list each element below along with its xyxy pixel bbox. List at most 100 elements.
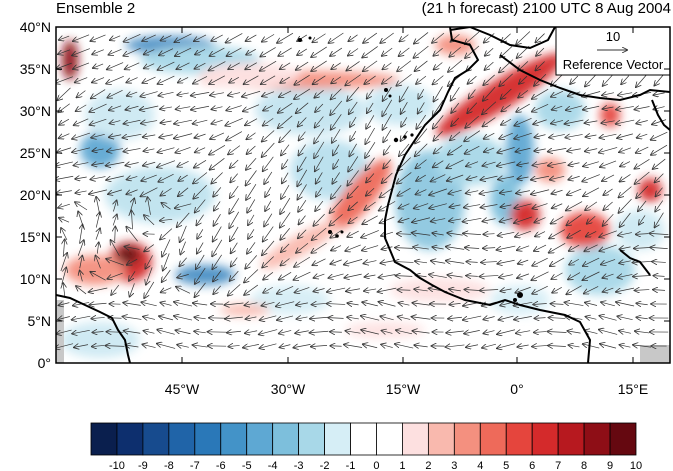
wind-vector-icon <box>603 201 613 210</box>
wind-vector-icon <box>383 86 392 101</box>
wind-vector-icon <box>586 317 597 320</box>
wind-vector-icon <box>549 243 566 252</box>
wind-vector-icon <box>384 145 391 154</box>
wind-vector-icon <box>383 129 392 142</box>
wind-vector-icon <box>432 233 444 235</box>
wind-vector-icon <box>333 144 340 156</box>
wind-vector-icon <box>282 159 289 168</box>
wind-vector-icon <box>161 287 172 293</box>
wind-vector-icon <box>484 33 495 42</box>
wind-vector-icon <box>399 143 410 156</box>
wind-vector-icon <box>514 316 532 319</box>
wind-vector-icon <box>653 158 666 169</box>
wind-vector-icon <box>180 225 187 242</box>
wind-vector-icon <box>260 315 277 320</box>
wind-vector-icon <box>362 46 378 57</box>
wind-vector-icon <box>481 262 497 263</box>
wind-vector-icon <box>482 101 497 114</box>
wind-vector-icon <box>210 47 225 56</box>
wind-vector-icon <box>636 317 648 318</box>
wind-vector-icon <box>246 317 257 319</box>
wind-vector-icon <box>80 271 83 282</box>
wind-vector-icon <box>123 148 141 151</box>
wind-vector-icon <box>92 77 105 83</box>
wind-vector-icon <box>262 142 275 157</box>
wind-vector-icon <box>515 286 531 292</box>
wind-vector-icon <box>111 284 120 295</box>
wind-vector-icon <box>566 201 583 211</box>
wind-vector-icon <box>162 239 171 256</box>
wind-vector-icon <box>263 105 274 110</box>
wind-vector-icon <box>514 216 533 223</box>
wind-vector-icon <box>263 272 274 279</box>
wind-vector-icon <box>448 145 463 154</box>
wind-vector-icon <box>517 245 530 250</box>
wind-vector-icon <box>366 115 375 128</box>
lat-label: 0° <box>38 355 51 371</box>
wind-vector-icon <box>294 88 311 99</box>
wind-vector-icon <box>58 87 71 100</box>
wind-vector-icon <box>638 200 647 211</box>
wind-vector-icon <box>412 331 430 333</box>
wind-vector-icon <box>380 216 395 223</box>
wind-vector-icon <box>91 89 106 99</box>
wind-vector-icon <box>209 61 226 71</box>
wind-vector-icon <box>367 89 374 98</box>
wind-vector-icon <box>618 93 633 96</box>
colorbar-box <box>427 422 455 456</box>
wind-vector-icon <box>382 247 393 250</box>
wind-vector-icon <box>315 116 324 128</box>
wind-vector-icon <box>61 228 68 241</box>
wind-vector-icon <box>125 163 139 166</box>
wind-vector-icon <box>414 45 429 58</box>
wind-vector-icon <box>621 75 630 85</box>
wind-vector-icon <box>282 172 289 184</box>
wind-vector-icon <box>451 117 460 126</box>
wind-vector-icon <box>449 219 461 221</box>
wind-vector-icon <box>497 147 515 152</box>
wind-vector-icon <box>141 187 158 197</box>
wind-vector-icon <box>228 62 240 69</box>
lon-label: 15°E <box>618 381 649 397</box>
wind-vector-icon <box>196 214 204 226</box>
colorbar-box <box>583 422 611 456</box>
wind-vector-icon <box>106 175 124 180</box>
panel-title-left: Ensemble 2 <box>56 0 136 17</box>
wind-vector-icon <box>63 283 65 297</box>
wind-vector-icon <box>362 302 378 307</box>
wind-vector-icon <box>330 332 342 333</box>
wind-vector-icon <box>72 330 90 333</box>
wind-vector-icon <box>174 302 193 307</box>
wind-vector-icon <box>260 343 277 348</box>
wind-vector-icon <box>534 244 547 251</box>
wind-vector-icon <box>123 303 141 306</box>
wind-vector-icon <box>107 272 123 279</box>
wind-vector-icon <box>515 230 532 237</box>
wind-vector-icon <box>480 275 499 276</box>
wind-vector-icon <box>327 304 346 305</box>
wind-vector-icon <box>311 345 328 346</box>
wind-vector-icon <box>484 132 495 139</box>
wind-vector-icon <box>655 173 664 183</box>
wind-vector-icon <box>633 345 651 347</box>
wind-vector-icon <box>599 316 617 321</box>
wind-vector-icon <box>565 302 584 305</box>
wind-vector-icon <box>107 62 124 70</box>
wind-vector-icon <box>361 330 379 335</box>
wind-vector-icon <box>161 121 172 123</box>
wind-vector-icon <box>90 272 106 281</box>
wind-vector-icon <box>651 131 668 140</box>
wind-vector-icon <box>226 33 243 42</box>
wind-vector-icon <box>446 247 465 250</box>
colorbar-label: 1 <box>399 460 405 471</box>
wind-vector-icon <box>113 201 116 212</box>
wind-vector-icon <box>227 331 241 332</box>
wind-vector-icon <box>159 316 174 320</box>
wind-vector-icon <box>587 215 596 224</box>
colorbar-box <box>168 422 196 456</box>
wind-vector-icon <box>209 145 226 154</box>
wind-vector-icon <box>450 205 461 207</box>
wind-vector-icon <box>448 190 462 194</box>
wind-vector-icon <box>465 145 480 154</box>
wind-vector-icon <box>245 118 258 126</box>
